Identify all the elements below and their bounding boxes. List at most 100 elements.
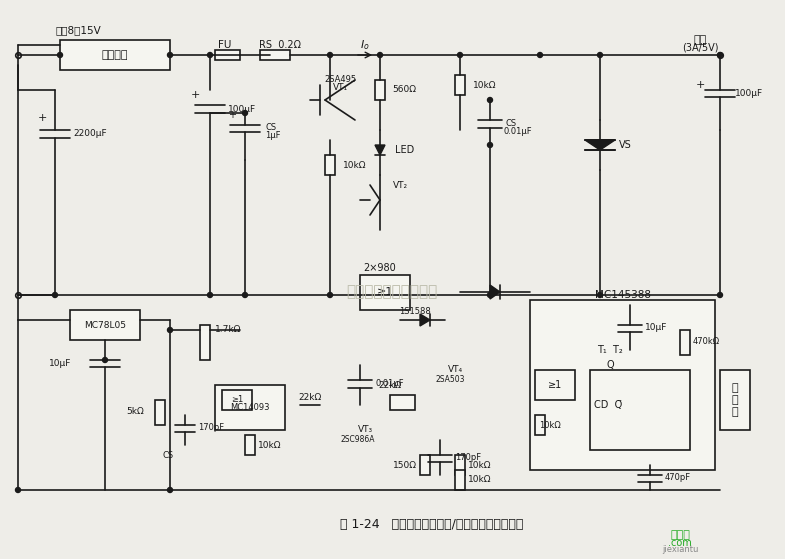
Text: .com: .com <box>668 538 692 548</box>
Circle shape <box>327 292 333 297</box>
Bar <box>455 470 465 490</box>
Text: 0.01μF: 0.01μF <box>375 380 403 389</box>
Text: 100μF: 100μF <box>228 105 256 113</box>
Bar <box>245 435 255 455</box>
Text: 接线图: 接线图 <box>670 530 690 540</box>
Text: 2SA495: 2SA495 <box>324 75 356 84</box>
Text: 560Ω: 560Ω <box>392 86 416 94</box>
Text: ≥1: ≥1 <box>548 380 562 390</box>
Text: $I_o$: $I_o$ <box>360 38 370 52</box>
Polygon shape <box>490 285 500 299</box>
Text: 输出: 输出 <box>693 35 706 45</box>
Text: 22kΩ: 22kΩ <box>298 394 322 402</box>
Bar <box>222 390 252 410</box>
Text: 470kΩ: 470kΩ <box>693 338 720 347</box>
Circle shape <box>207 53 213 58</box>
Text: VT₂: VT₂ <box>392 181 407 190</box>
Bar <box>215 50 240 60</box>
Circle shape <box>16 487 20 492</box>
Text: +: + <box>696 80 705 90</box>
Bar <box>70 310 140 340</box>
Text: Q: Q <box>606 360 614 370</box>
Text: 1.7kΩ: 1.7kΩ <box>215 325 241 334</box>
Circle shape <box>538 53 542 58</box>
Polygon shape <box>375 145 385 155</box>
Circle shape <box>103 358 108 362</box>
Bar <box>155 400 165 425</box>
Bar <box>590 370 690 450</box>
Text: +: + <box>38 113 46 123</box>
Text: 22kΩ: 22kΩ <box>378 381 402 390</box>
Circle shape <box>487 97 492 102</box>
Circle shape <box>597 292 603 297</box>
Text: 10kΩ: 10kΩ <box>258 440 282 449</box>
Text: CD  Q̄: CD Q̄ <box>594 400 623 410</box>
Text: 2200μF: 2200μF <box>73 130 107 139</box>
Text: 1μF: 1μF <box>265 131 280 140</box>
Text: ≥1: ≥1 <box>231 396 243 405</box>
Text: 10μF: 10μF <box>645 324 667 333</box>
Text: 1S1588: 1S1588 <box>399 307 431 316</box>
Text: 170pF: 170pF <box>455 453 481 462</box>
Text: MC14093: MC14093 <box>230 404 270 413</box>
Text: CS: CS <box>162 451 173 459</box>
Circle shape <box>717 53 722 58</box>
Text: 2SA503: 2SA503 <box>435 376 465 385</box>
Text: 100μF: 100μF <box>735 88 763 97</box>
Circle shape <box>378 53 382 58</box>
Bar <box>260 50 290 60</box>
Text: jiexiantu: jiexiantu <box>662 546 698 555</box>
Circle shape <box>53 292 57 297</box>
Bar <box>535 370 575 400</box>
Text: ≥1: ≥1 <box>377 287 393 297</box>
Text: VT₁: VT₁ <box>332 83 348 92</box>
Bar <box>390 395 415 410</box>
Circle shape <box>243 292 247 297</box>
Text: 10kΩ: 10kΩ <box>343 160 367 169</box>
Bar <box>680 330 690 355</box>
Circle shape <box>487 292 492 297</box>
Circle shape <box>597 53 603 58</box>
Polygon shape <box>420 314 430 326</box>
Text: VT₃: VT₃ <box>357 425 373 434</box>
Text: 10kΩ: 10kΩ <box>468 476 491 485</box>
Circle shape <box>243 111 247 116</box>
Text: (3A/5V): (3A/5V) <box>681 43 718 53</box>
Text: +: + <box>228 110 236 120</box>
Text: T₁  T₂: T₁ T₂ <box>597 345 623 355</box>
Circle shape <box>327 53 333 58</box>
Text: 杭州将睿科技有限公司: 杭州将睿科技有限公司 <box>346 285 437 300</box>
Bar <box>360 275 410 310</box>
Bar <box>455 455 465 475</box>
Bar <box>720 370 750 430</box>
Text: 150Ω: 150Ω <box>393 461 417 470</box>
Text: MC78L05: MC78L05 <box>84 320 126 329</box>
Text: RS  0.2Ω: RS 0.2Ω <box>259 40 301 50</box>
Text: FU: FU <box>218 40 232 50</box>
Text: VT₄: VT₄ <box>447 366 462 375</box>
Text: CS: CS <box>265 124 276 132</box>
Text: CS: CS <box>505 120 516 129</box>
Text: 170pF: 170pF <box>198 424 225 433</box>
Text: 10kΩ: 10kΩ <box>468 461 491 470</box>
Bar <box>530 300 715 470</box>
Bar <box>60 40 170 70</box>
Circle shape <box>487 143 492 148</box>
Bar <box>535 415 545 435</box>
Circle shape <box>167 328 173 333</box>
Bar <box>455 75 465 95</box>
Text: 蜂
鸣
器: 蜂 鸣 器 <box>732 383 739 416</box>
Circle shape <box>458 53 462 58</box>
Text: 2SC986A: 2SC986A <box>341 435 375 444</box>
Text: 直流8～15V: 直流8～15V <box>55 25 100 35</box>
Text: LED: LED <box>395 145 414 155</box>
Circle shape <box>167 487 173 492</box>
Bar <box>215 385 285 430</box>
Text: 10kΩ: 10kΩ <box>539 420 560 429</box>
Text: 图 1-24   设有过压过流保护/报警的稳压电源电路: 图 1-24 设有过压过流保护/报警的稳压电源电路 <box>340 519 524 532</box>
Circle shape <box>717 292 722 297</box>
Text: 稳压电源: 稳压电源 <box>102 50 128 60</box>
Bar <box>375 80 385 100</box>
Circle shape <box>207 292 213 297</box>
Text: 470pF: 470pF <box>665 473 691 482</box>
